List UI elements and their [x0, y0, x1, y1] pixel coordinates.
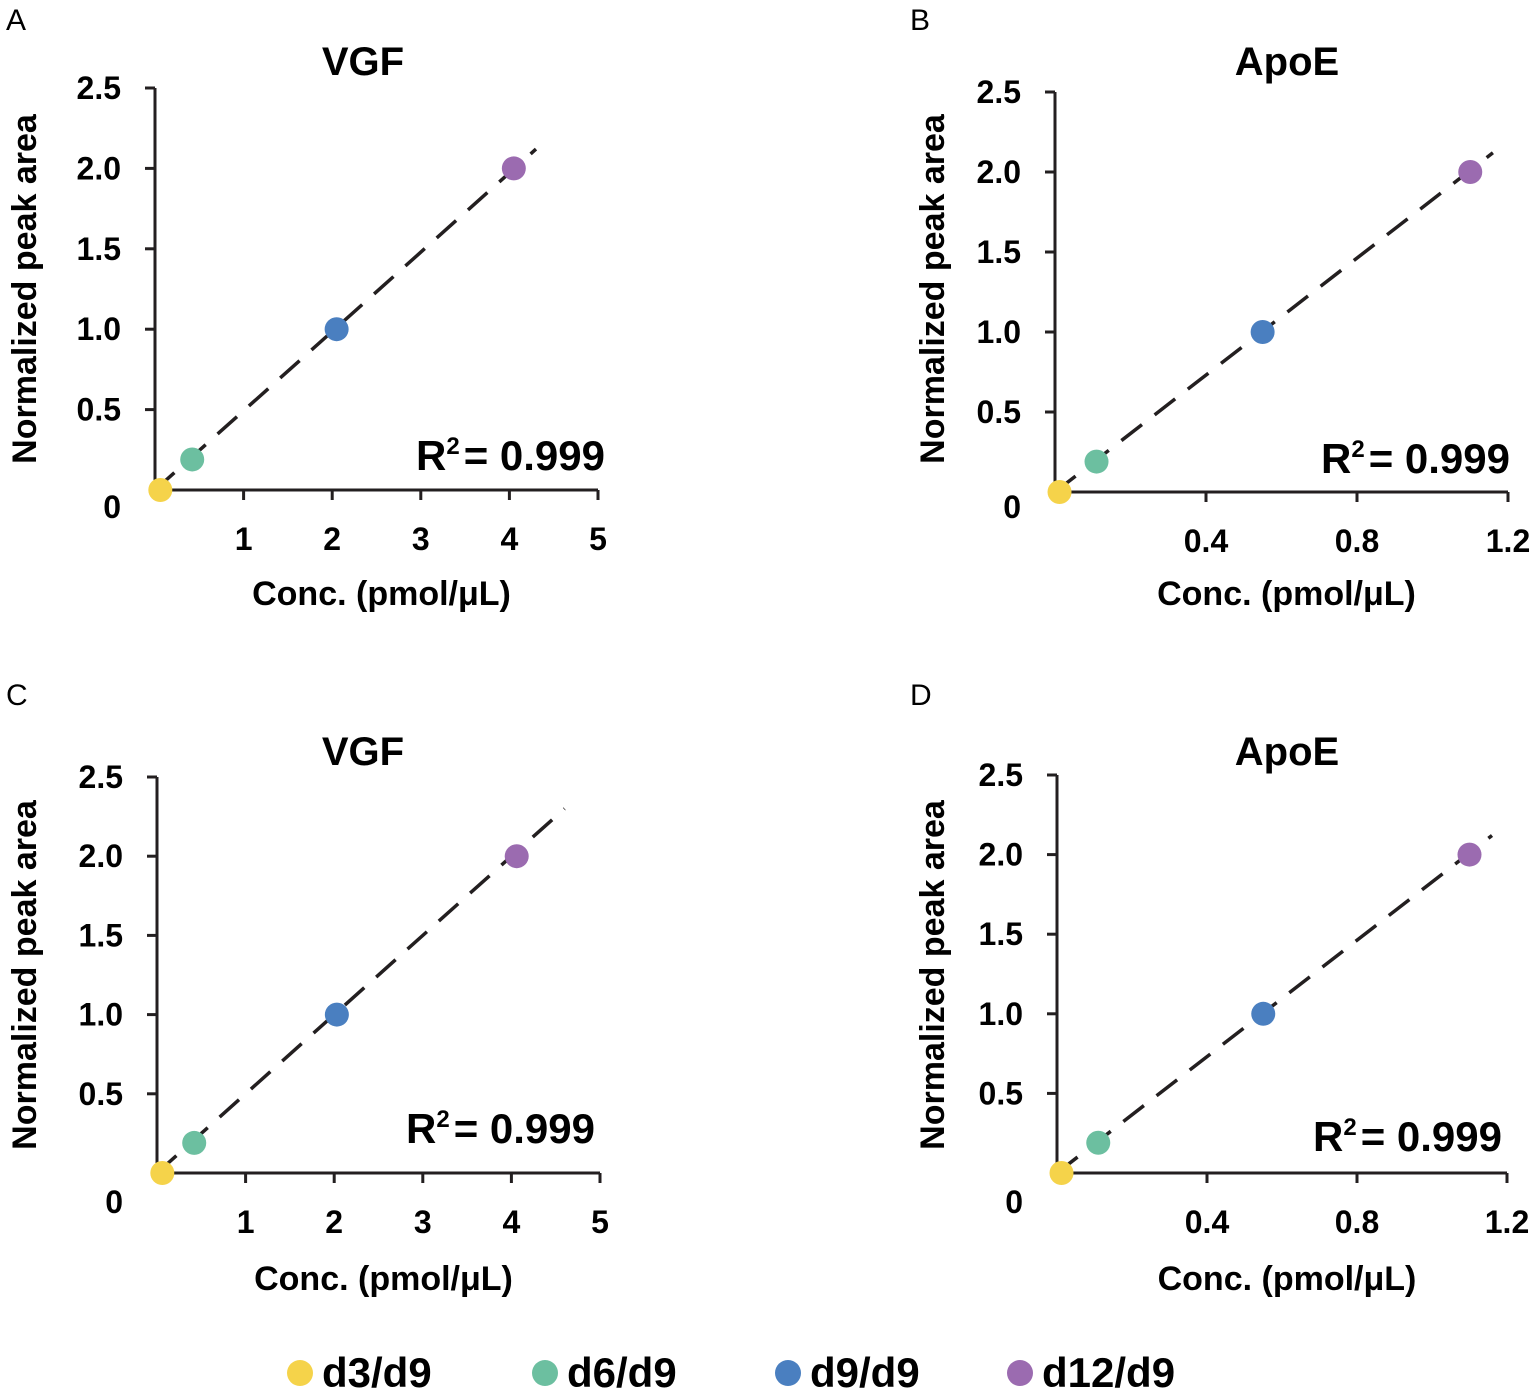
x-tick-label: 1.2: [1485, 1204, 1529, 1240]
data-point-d9-d9: [324, 1002, 349, 1027]
x-tick-label: 4: [501, 521, 519, 557]
fit-line: [155, 807, 566, 1175]
data-point-d9-d9: [324, 317, 349, 342]
y-tick-label: 2.5: [977, 74, 1021, 110]
legend-label: d9/d9: [810, 1349, 920, 1393]
chart-title: ApoE: [1235, 730, 1339, 774]
y-tick-label: 2.0: [979, 837, 1023, 873]
r-squared-label: R2= 0.999: [1313, 1113, 1502, 1160]
y-tick-label: 0: [1005, 1184, 1023, 1220]
r-squared-label: R2= 0.999: [416, 432, 605, 479]
data-point-d6-d9: [1086, 1130, 1111, 1155]
data-point-d12-d9: [1457, 842, 1482, 867]
y-axis-label: Normalized peak area: [6, 113, 44, 464]
x-tick-label: 2: [325, 1204, 343, 1240]
y-tick-label: 0: [103, 489, 121, 525]
y-tick-label: 1.5: [79, 917, 123, 953]
x-tick-label: 3: [414, 1204, 432, 1240]
panel-letter: A: [6, 4, 26, 37]
x-axis-label: Conc. (pmol/μL): [252, 575, 511, 613]
legend-item: d6/d9: [532, 1349, 677, 1393]
y-tick-label: 1.5: [979, 916, 1023, 952]
legend-label: d3/d9: [322, 1349, 432, 1393]
y-tick-label: 2.0: [79, 838, 123, 874]
data-point-d3-d9: [1049, 1161, 1074, 1185]
panel-letter: D: [910, 679, 932, 712]
y-tick-label: 2.0: [977, 154, 1021, 190]
x-tick-label: 3: [412, 521, 430, 557]
data-point-d6-d9: [1084, 449, 1109, 474]
chart-panel-b: B ApoE 0 0.5 1.0 1.5 2.0 2.5 0.4 0.8 1.2 Conc. (pmo…: [910, 4, 1530, 613]
x-tick-label: 0.8: [1335, 523, 1379, 559]
legend: d3/d9 d6/d9 d9/d9 d12/d9: [287, 1349, 1175, 1393]
y-tick-label: 0.5: [977, 394, 1021, 430]
x-tick-label: 2: [323, 521, 341, 557]
r-squared-label: R2= 0.999: [1321, 435, 1510, 482]
x-tick-label: 4: [503, 1204, 521, 1240]
y-tick-label: 1.0: [979, 996, 1023, 1032]
legend-marker: [775, 1360, 801, 1386]
legend-item: d12/d9: [1007, 1349, 1175, 1393]
y-tick-label: 2.5: [979, 757, 1023, 793]
data-point-d9-d9: [1250, 320, 1275, 344]
x-axis-label: Conc. (pmol/μL): [1158, 1260, 1417, 1298]
data-point-d3-d9: [1047, 480, 1072, 504]
x-tick-label: 0.4: [1185, 1204, 1230, 1240]
legend-item: d9/d9: [775, 1349, 920, 1393]
y-tick-label: 2.5: [77, 70, 121, 106]
y-axis-label: Normalized peak area: [914, 113, 952, 464]
y-tick-label: 1.0: [77, 311, 121, 347]
x-tick-label: 5: [589, 521, 607, 557]
y-tick-label: 2.0: [77, 150, 121, 186]
chart-panel-c: C VGF 0 0.5 1.0 1.5 2.0 2.5 1 2 3 4 5 Conc. (pmol/μL)…: [6, 679, 609, 1298]
y-tick-label: 1.5: [977, 234, 1021, 270]
y-axis-label: Normalized peak area: [914, 799, 952, 1150]
x-tick-label: 0.8: [1335, 1204, 1379, 1240]
x-tick-label: 0.4: [1184, 523, 1229, 559]
chart-title: ApoE: [1235, 40, 1339, 84]
data-point-d12-d9: [501, 156, 526, 181]
data-point-d3-d9: [150, 1161, 175, 1185]
chart-title: VGF: [322, 40, 404, 84]
chart-panel-d: D ApoE 0 0.5 1.0 1.5 2.0 2.5 0.4 0.8 1.2 Conc. (pmo…: [910, 679, 1529, 1298]
legend-marker: [287, 1360, 313, 1386]
x-axis-label: Conc. (pmol/μL): [254, 1260, 513, 1298]
data-point-d9-d9: [1251, 1001, 1276, 1026]
y-tick-label: 2.5: [79, 759, 123, 795]
y-tick-label: 0: [1003, 489, 1021, 525]
chart-title: VGF: [322, 730, 404, 774]
fit-line: [1055, 834, 1494, 1175]
data-point-d6-d9: [180, 447, 205, 472]
y-tick-label: 0.5: [77, 392, 121, 428]
y-tick-label: 0.5: [79, 1076, 123, 1112]
fit-line: [153, 147, 538, 492]
r-squared-label: R2= 0.999: [406, 1105, 595, 1152]
legend-label: d12/d9: [1042, 1349, 1175, 1393]
y-tick-label: 1.0: [977, 314, 1021, 350]
panel-letter: B: [910, 4, 930, 37]
y-tick-label: 0.5: [979, 1075, 1023, 1111]
data-point-d12-d9: [1458, 160, 1483, 184]
x-tick-label: 1: [235, 521, 253, 557]
y-tick-label: 0: [105, 1184, 123, 1220]
legend-item: d3/d9: [287, 1349, 432, 1393]
legend-label: d6/d9: [567, 1349, 677, 1393]
data-point-d6-d9: [182, 1130, 207, 1155]
chart-panel-a: A VGF 0 0.5 1.0 1.5 2.0 2.5 1 2 3 4 5 Conc. (pmol/μL)…: [6, 4, 607, 613]
legend-marker: [532, 1360, 558, 1386]
y-axis-label: Normalized peak area: [6, 799, 44, 1150]
x-axis-label: Conc. (pmol/μL): [1157, 575, 1416, 613]
y-tick-label: 1.0: [79, 997, 123, 1033]
data-point-d3-d9: [148, 478, 173, 502]
y-tick-label: 1.5: [77, 231, 121, 267]
fit-line: [1053, 151, 1494, 494]
panel-letter: C: [6, 679, 28, 712]
x-tick-label: 5: [591, 1204, 609, 1240]
x-tick-label: 1: [237, 1204, 255, 1240]
x-tick-label: 1.2: [1486, 523, 1530, 559]
legend-marker: [1007, 1360, 1033, 1386]
data-point-d12-d9: [504, 844, 529, 869]
